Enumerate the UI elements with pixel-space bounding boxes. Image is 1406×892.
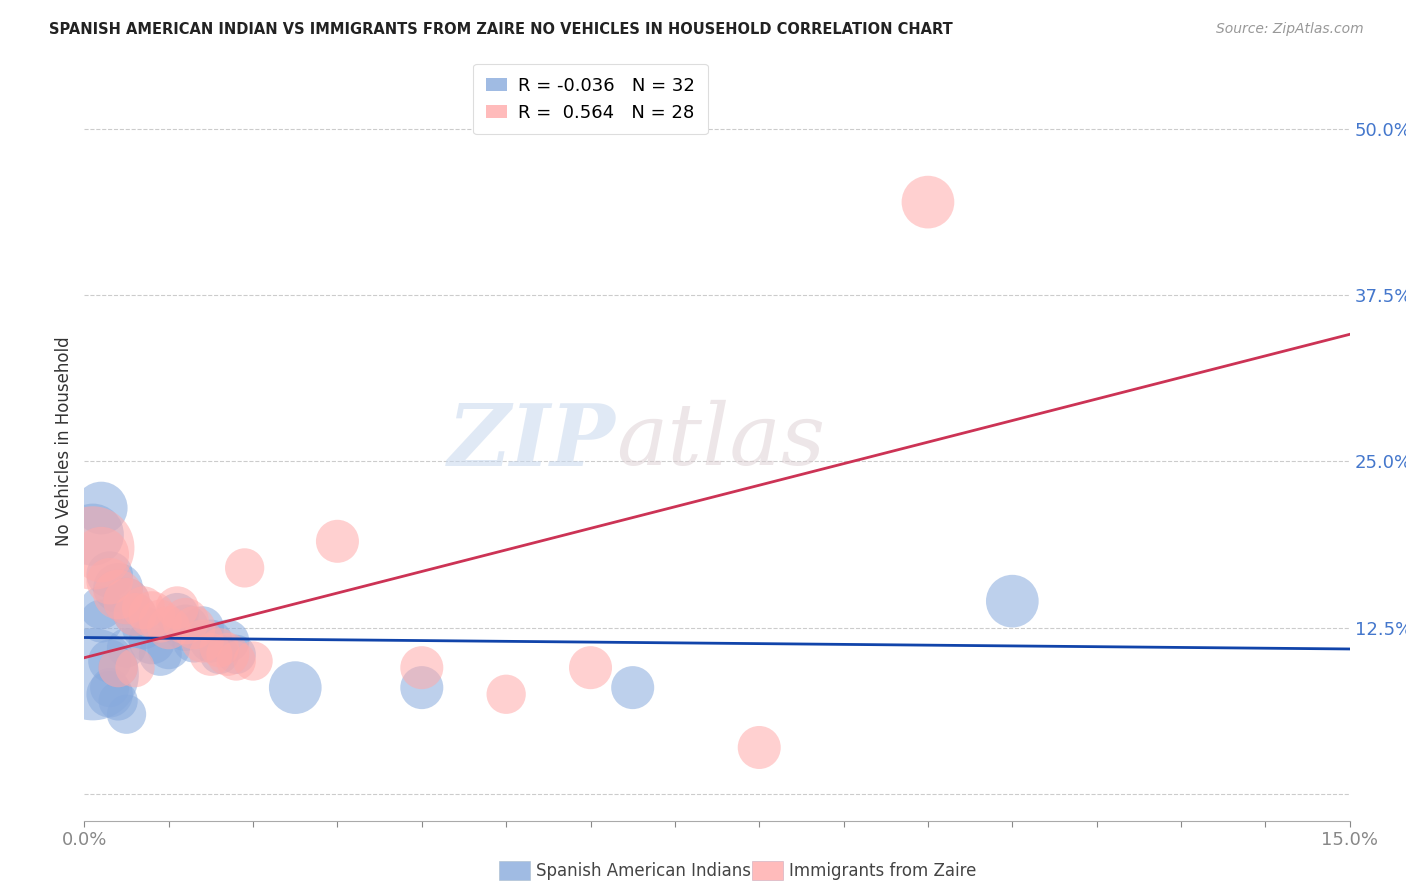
Point (157, 640, 180, 655)
Point (107, 581, 129, 595)
Point (98, 654, 121, 668)
Point (166, 600, 188, 615)
Text: atlas: atlas (616, 401, 825, 483)
Text: ZIP: ZIP (449, 400, 616, 483)
Point (149, 648, 172, 662)
Point (82, 541, 104, 555)
Point (132, 600, 155, 615)
Point (141, 634, 163, 648)
Point (166, 607, 188, 622)
Point (149, 614, 172, 628)
Point (98, 567, 121, 582)
Point (98, 681, 121, 695)
Point (98, 687, 121, 701)
Point (90, 501, 112, 516)
Legend: R = -0.036   N = 32, R =  0.564   N = 28: R = -0.036 N = 32, R = 0.564 N = 28 (474, 64, 707, 134)
Point (82, 527, 104, 541)
Point (90, 548, 112, 562)
Point (132, 621, 155, 635)
Point (107, 661, 129, 675)
Point (217, 648, 239, 662)
Point (183, 621, 205, 635)
Point (115, 707, 138, 722)
Point (191, 634, 214, 648)
Point (98, 574, 121, 589)
Point (225, 648, 247, 662)
Text: Immigrants from Zaire: Immigrants from Zaire (789, 862, 976, 880)
Text: Source: ZipAtlas.com: Source: ZipAtlas.com (1216, 22, 1364, 37)
Point (115, 640, 138, 655)
Point (208, 648, 231, 662)
Point (191, 621, 214, 635)
Point (90, 600, 112, 615)
Point (411, 681, 433, 695)
Point (124, 607, 146, 622)
Point (411, 661, 433, 675)
Point (208, 640, 231, 655)
Text: SPANISH AMERICAN INDIAN VS IMMIGRANTS FROM ZAIRE NO VEHICLES IN HOUSEHOLD CORREL: SPANISH AMERICAN INDIAN VS IMMIGRANTS FR… (49, 22, 953, 37)
Point (82, 667, 104, 681)
Point (183, 634, 205, 648)
Point (1001, 594, 1024, 608)
Point (242, 654, 264, 668)
Point (157, 621, 180, 635)
Point (90, 614, 112, 628)
Point (115, 594, 138, 608)
Point (748, 740, 770, 755)
Point (174, 614, 197, 628)
Point (124, 661, 146, 675)
Point (124, 607, 146, 622)
Point (326, 534, 349, 549)
Point (107, 694, 129, 708)
Point (107, 587, 129, 601)
Point (495, 687, 517, 701)
Point (917, 195, 939, 210)
Y-axis label: No Vehicles in Household: No Vehicles in Household (55, 336, 73, 547)
Point (225, 654, 247, 668)
Point (284, 681, 307, 695)
Point (579, 661, 602, 675)
Point (115, 594, 138, 608)
Point (200, 648, 222, 662)
Point (200, 634, 222, 648)
Point (174, 621, 197, 635)
Point (621, 681, 644, 695)
Point (141, 607, 163, 622)
Point (107, 661, 129, 675)
Point (217, 634, 239, 648)
Text: Spanish American Indians: Spanish American Indians (536, 862, 751, 880)
Point (233, 561, 256, 575)
